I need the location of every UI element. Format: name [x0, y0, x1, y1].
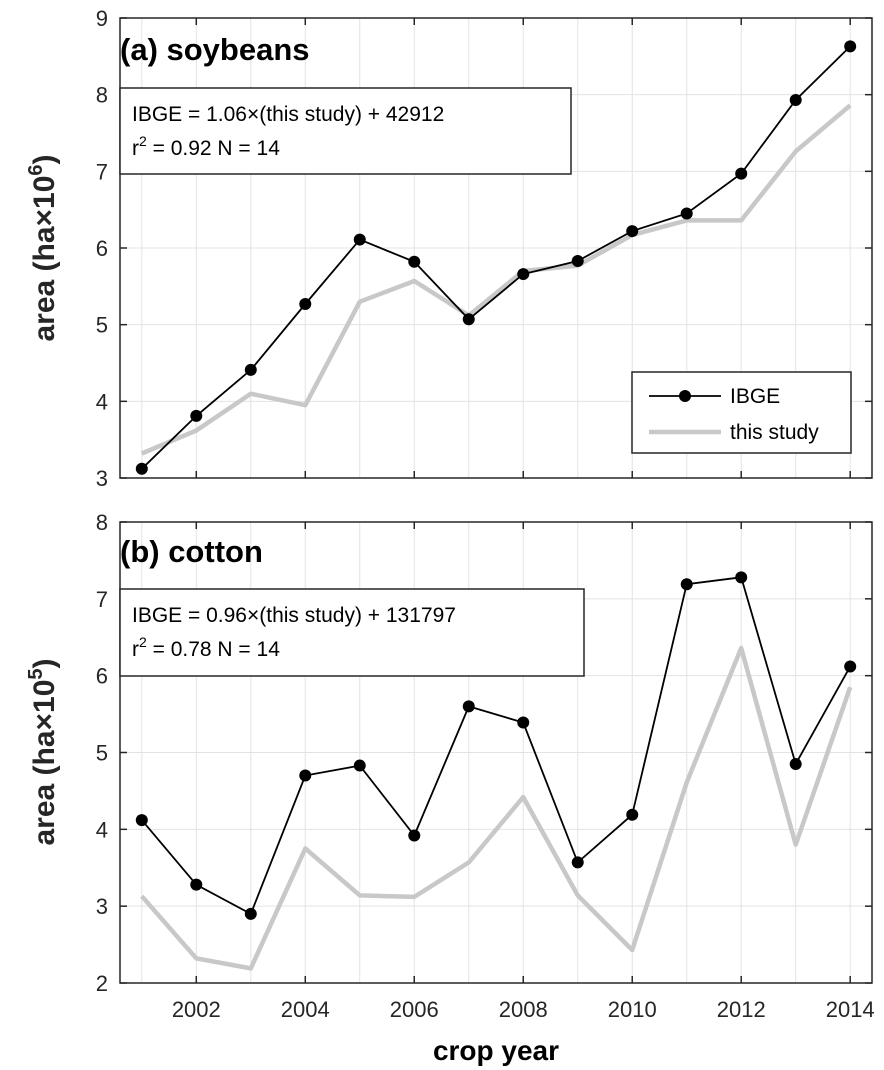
- data-point-ibge: [735, 167, 748, 180]
- annotation-box: [119, 87, 572, 175]
- y-axis-label: area (ha×105): [25, 658, 61, 845]
- y-tick-label: 5: [96, 313, 108, 338]
- y-tick-label: 4: [96, 389, 108, 414]
- legend: IBGE this study: [631, 371, 852, 454]
- axis-ticks: 2 3 4 5 6 7 8 2002 2004 2006 2008 2010 2012 2014: [96, 510, 875, 1022]
- regression-equation: IBGE = 1.06×(this study) + 42912: [132, 103, 444, 126]
- stats-values: = 0.92 N = 14: [147, 137, 280, 160]
- data-point-ibge: [462, 700, 475, 713]
- y-tick-label: 7: [96, 159, 108, 184]
- y-tick-label: 5: [96, 741, 108, 766]
- data-point-ibge: [408, 829, 421, 842]
- y-tick-label: 9: [96, 6, 108, 31]
- data-point-ibge: [299, 769, 312, 782]
- series-layer: [135, 40, 857, 475]
- data-point-ibge: [571, 856, 584, 869]
- panel-title: (b) cotton: [120, 534, 263, 569]
- data-point-ibge: [353, 759, 366, 772]
- data-point-ibge: [680, 207, 693, 220]
- r-exponent: 2: [139, 133, 147, 149]
- data-point-ibge: [626, 808, 639, 821]
- data-point-ibge: [571, 255, 584, 268]
- annotation-box: [119, 588, 585, 677]
- y-axis-label-main: area (ha×10: [28, 680, 61, 846]
- stats-values: = 0.78 N = 14: [147, 638, 280, 661]
- series-layer: [135, 571, 857, 971]
- data-point-ibge: [462, 313, 475, 326]
- r-exponent: 2: [139, 634, 147, 650]
- x-tick-label: 2008: [499, 997, 548, 1022]
- x-tick-label: 2002: [172, 997, 221, 1022]
- y-tick-label: 7: [96, 587, 108, 612]
- data-point-ibge: [299, 297, 312, 310]
- y-axis-label-close: ): [28, 658, 61, 668]
- data-point-ibge: [626, 225, 639, 238]
- regression-stats: r2 = 0.78 N = 14: [132, 634, 280, 661]
- y-tick-label: 3: [96, 466, 108, 491]
- x-axis-label: crop year: [433, 1035, 559, 1066]
- regression-annotation: IBGE = 0.96×(this study) + 131797 r2 = 0…: [119, 588, 585, 677]
- regression-equation: IBGE = 0.96×(this study) + 131797: [132, 604, 456, 627]
- data-point-ibge: [789, 758, 802, 771]
- data-point-ibge: [844, 40, 857, 53]
- r-label: r: [132, 638, 139, 661]
- y-axis-label-close: ): [28, 154, 61, 164]
- y-axis-label-exponent: 6: [25, 164, 47, 175]
- panel-title: (a) soybeans: [120, 32, 310, 67]
- series-line-this-study: [140, 645, 853, 971]
- x-tick-label: 2004: [281, 997, 330, 1022]
- x-tick-label: 2010: [608, 997, 657, 1022]
- regression-stats: r2 = 0.92 N = 14: [132, 133, 280, 160]
- y-axis-label-exponent: 5: [25, 668, 47, 679]
- series-line-this-study: [140, 103, 852, 456]
- y-tick-label: 3: [96, 894, 108, 919]
- data-point-ibge: [244, 907, 257, 920]
- data-point-ibge: [244, 363, 257, 376]
- x-tick-label: 2014: [826, 997, 875, 1022]
- data-point-ibge: [135, 462, 148, 475]
- legend-ibge-label: IBGE: [730, 385, 780, 408]
- x-tick-label: 2012: [717, 997, 766, 1022]
- series-line-ibge: [141, 576, 851, 916]
- data-point-ibge: [735, 571, 748, 584]
- y-tick-label: 8: [96, 83, 108, 108]
- y-tick-label: 4: [96, 817, 108, 842]
- y-axis-label: area (ha×106): [25, 154, 61, 341]
- legend-ibge-marker: [679, 390, 691, 402]
- data-point-ibge: [517, 268, 530, 281]
- cotton-panel: 2 3 4 5 6 7 8 2002 2004 2006 2008 2010 2012 2014 (b) …: [25, 510, 875, 1022]
- y-tick-label: 8: [96, 510, 108, 535]
- data-point-ibge: [844, 660, 857, 673]
- y-axis-label-main: area (ha×10: [28, 176, 61, 342]
- y-tick-label: 6: [96, 236, 108, 261]
- data-point-ibge: [517, 716, 530, 729]
- legend-this-study-label: this study: [730, 421, 819, 444]
- y-tick-label: 2: [96, 971, 108, 996]
- y-tick-label: 6: [96, 664, 108, 689]
- data-point-ibge: [190, 878, 203, 891]
- series-line-ibge: [141, 45, 851, 470]
- legend-box: [631, 371, 852, 454]
- x-tick-label: 2006: [390, 997, 439, 1022]
- data-point-ibge: [353, 233, 366, 246]
- data-point-ibge: [408, 255, 421, 268]
- data-point-ibge: [135, 814, 148, 827]
- r-label: r: [132, 137, 139, 160]
- data-point-ibge: [680, 578, 693, 591]
- soybeans-panel: 3 4 5 6 7 8 9 (a) soybeans IBGE = 1.06×(this s…: [25, 6, 873, 491]
- data-point-ibge: [789, 94, 802, 107]
- regression-annotation: IBGE = 1.06×(this study) + 42912 r2 = 0.…: [119, 87, 572, 175]
- data-point-ibge: [190, 409, 203, 422]
